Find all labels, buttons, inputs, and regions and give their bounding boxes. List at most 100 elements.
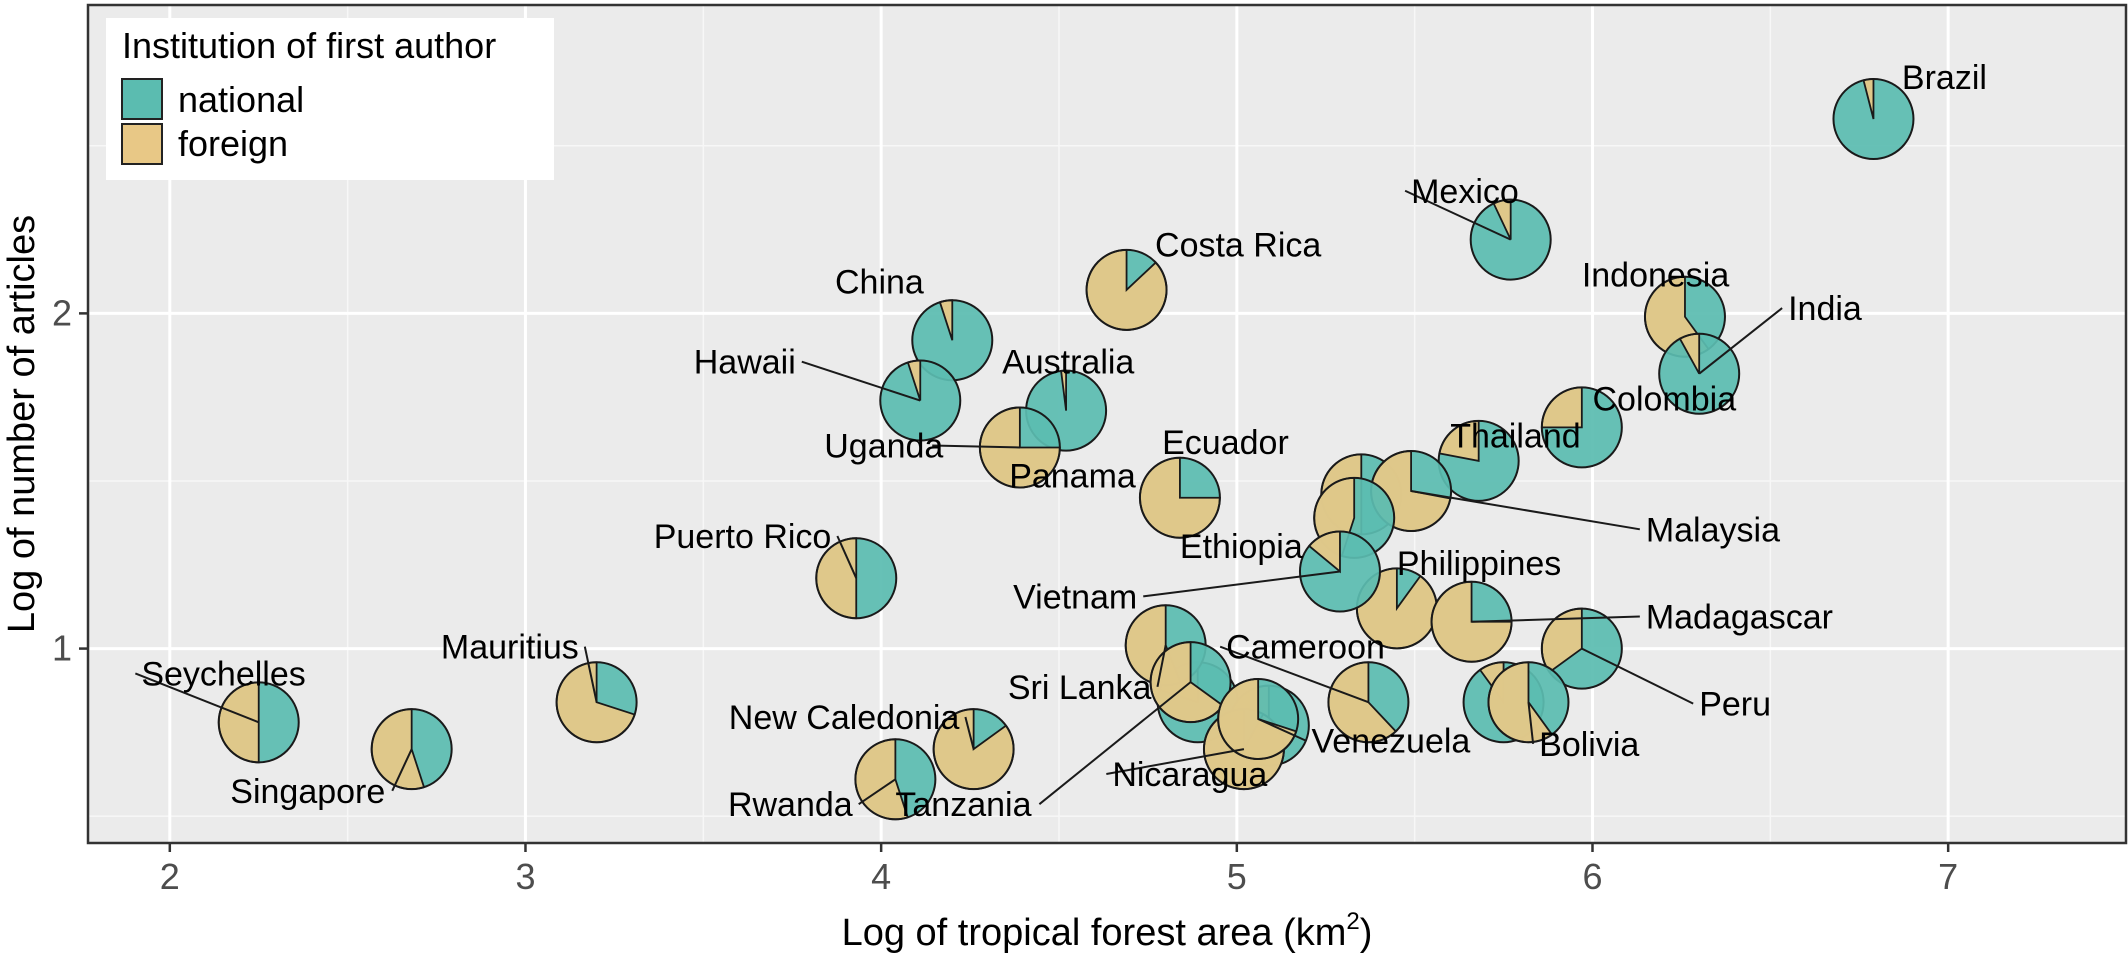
point-label-india: India	[1788, 290, 1862, 328]
point-label-malaysia: Malaysia	[1646, 511, 1780, 549]
label-leader-uganda	[932, 444, 1020, 449]
pie-outline	[370, 708, 453, 791]
label-leader-sri-lanka	[1156, 645, 1167, 688]
label-leader-seychelles	[134, 672, 260, 724]
legend-background	[106, 18, 554, 180]
label-leader-tanzania	[1038, 681, 1192, 805]
pie-outline	[1327, 661, 1410, 744]
point-label-rwanda: Rwanda	[728, 786, 853, 824]
pie-outline	[815, 537, 898, 620]
pie-outline	[1540, 386, 1623, 469]
point-label-cameroon: Cameroon	[1226, 629, 1385, 667]
pie-thailand	[1437, 419, 1520, 502]
x-axis-title: Log of tropical forest area (km2)	[842, 908, 1373, 954]
pie-outline	[1832, 77, 1915, 160]
legend-label-national: national	[178, 79, 304, 120]
point-label-indonesia: Indonesia	[1582, 257, 1730, 295]
pie-outline	[1540, 607, 1623, 690]
point-label-nicaragua: Nicaragua	[1112, 756, 1267, 794]
pie-china	[911, 299, 994, 382]
label-leader-india	[1698, 307, 1783, 375]
point-label-panama: Panama	[1009, 458, 1136, 496]
pie-outline	[1085, 248, 1168, 331]
y-tick-label: 1	[52, 628, 72, 669]
pie-colombia	[1540, 386, 1623, 469]
pie-panama	[1138, 456, 1221, 539]
point-label-philippines: Philippines	[1397, 545, 1561, 583]
x-tick-label: 3	[515, 856, 535, 897]
x-tick-label: 4	[871, 856, 891, 897]
label-leader-madagascar	[1471, 615, 1640, 623]
pie-outline	[1138, 456, 1221, 539]
label-leader-mexico	[1404, 189, 1512, 241]
plot-border	[86, 3, 2128, 845]
point-label-ecuador: Ecuador	[1162, 424, 1289, 462]
label-leader-new-caledonia	[964, 716, 975, 750]
point-label-uganda: Uganda	[824, 428, 943, 466]
legend-swatch-foreign	[121, 123, 163, 165]
point-label-puerto-rico: Puerto Rico	[654, 518, 832, 556]
point-label-mexico: Mexico	[1411, 173, 1519, 211]
pie-outline	[1217, 677, 1300, 760]
y-tick-label: 2	[52, 292, 72, 333]
pie-outline	[555, 661, 638, 744]
legend-title: Institution of first author	[122, 25, 496, 66]
x-tick-label: 6	[1582, 856, 1602, 897]
point-label-brazil: Brazil	[1902, 59, 1987, 97]
label-leader-vietnam	[1143, 570, 1341, 598]
legend-swatch-national	[121, 78, 163, 120]
pie-outline	[854, 738, 937, 821]
legend-label-foreign: foreign	[178, 123, 288, 164]
pie-venezuela	[1217, 677, 1300, 760]
pie-outline	[1298, 530, 1381, 613]
pie-tanzania	[1149, 641, 1232, 724]
label-leader-nicaragua	[1106, 748, 1245, 776]
pie-outline	[1487, 661, 1570, 744]
x-axis: 2 3 4 5 6 7	[160, 843, 1958, 897]
pie-outline	[879, 359, 962, 442]
pie-outline	[1658, 332, 1741, 415]
point-label-bolivia: Bolivia	[1539, 726, 1639, 764]
point-label-ethiopia: Ethiopia	[1180, 528, 1303, 566]
pie-outline	[1430, 580, 1513, 663]
point-label-seychelles: Seychelles	[141, 655, 305, 693]
label-leader-malaysia	[1410, 490, 1641, 531]
pie-mexico	[1469, 198, 1552, 281]
legend: Institution of first author national for…	[106, 18, 554, 180]
label-leader-singapore	[391, 748, 413, 792]
y-axis: 12	[52, 292, 88, 669]
label-leader-venezuela	[1257, 718, 1306, 742]
point-label-vietnam: Vietnam	[1013, 578, 1137, 616]
point-label-peru: Peru	[1699, 686, 1771, 724]
point-label-mauritius: Mauritius	[441, 629, 579, 667]
point-label-thailand: Thailand	[1450, 417, 1580, 455]
pie-outline	[932, 708, 1015, 791]
x-tick-label: 5	[1227, 856, 1247, 897]
label-leader-bolivia	[1527, 702, 1535, 744]
pie-outline	[1469, 198, 1552, 281]
x-tick-label: 7	[1938, 856, 1958, 897]
label-leader-rwanda	[858, 778, 896, 806]
x-tick-label: 2	[160, 856, 180, 897]
pie-outline	[217, 681, 300, 764]
point-label-australia: Australia	[1002, 344, 1134, 382]
label-leader-cameroon	[1219, 645, 1369, 704]
label-leader-puerto-rico	[836, 535, 858, 579]
label-leader-peru	[1581, 647, 1694, 705]
point-label-costa-rica: Costa Rica	[1155, 226, 1321, 264]
pie-outline	[1149, 641, 1232, 724]
pie-costa-rica	[1085, 248, 1168, 331]
point-label-colombia: Colombia	[1592, 381, 1736, 419]
point-label-madagascar: Madagascar	[1646, 598, 1833, 636]
point-label-venezuela: Venezuela	[1312, 722, 1471, 760]
y-axis-title: Log of number of articles	[1, 215, 43, 633]
point-label-hawaii: Hawaii	[694, 344, 796, 382]
label-leader-hawaii	[801, 360, 921, 402]
point-label-sri-lanka: Sri Lanka	[1008, 669, 1152, 707]
point-labels: Brazil Mexico Indonesia India Colombia Thaila…	[134, 59, 1987, 824]
point-label-china: China	[835, 263, 924, 301]
pie-brazil	[1832, 77, 1915, 160]
point-label-singapore: Singapore	[230, 773, 385, 811]
point-label-new-caledonia: New Caledonia	[729, 699, 960, 737]
